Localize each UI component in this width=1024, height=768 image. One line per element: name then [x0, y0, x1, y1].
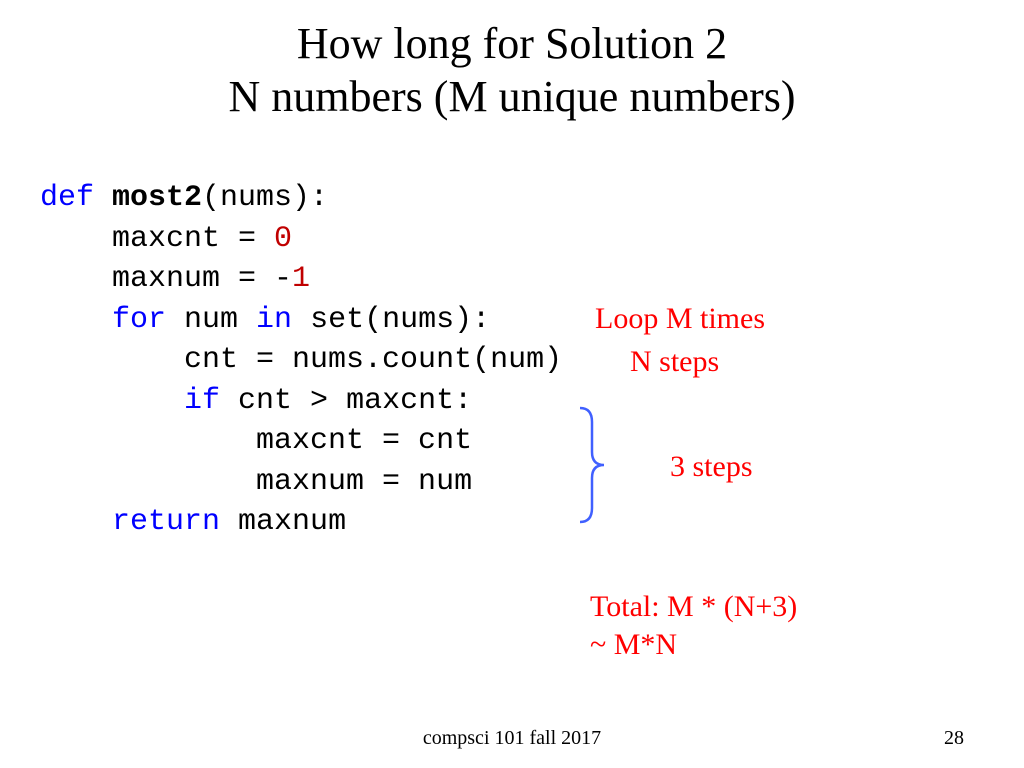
function-name: most2	[112, 181, 202, 215]
annotation-loop: Loop M times	[595, 302, 765, 336]
keyword-in: in	[256, 303, 292, 337]
indent	[40, 303, 112, 337]
code-line-7: maxcnt = cnt	[40, 424, 472, 458]
keyword-def: def	[40, 181, 112, 215]
code-line-3a: maxnum = -	[40, 262, 292, 296]
code-line-9b: maxnum	[220, 505, 346, 539]
code-line-4b: num	[166, 303, 256, 337]
code-line-8: maxnum = num	[40, 465, 472, 499]
code-line-2a: maxcnt =	[40, 222, 274, 256]
page-number: 28	[944, 727, 964, 750]
keyword-return: return	[112, 505, 220, 539]
annotation-3steps: 3 steps	[670, 450, 753, 484]
footer-course: compsci 101 fall 2017	[0, 727, 1024, 750]
code-line-4c: set(nums):	[292, 303, 490, 337]
indent-2	[40, 384, 184, 418]
indent-3	[40, 505, 112, 539]
literal-zero: 0	[274, 222, 292, 256]
title-line-1: How long for Solution 2	[0, 18, 1024, 71]
title-line-2: N numbers (M unique numbers)	[0, 71, 1024, 124]
annotation-nsteps: N steps	[630, 345, 719, 379]
literal-one: 1	[292, 262, 310, 296]
code-line-5: cnt = nums.count(num)	[40, 343, 562, 377]
code-block: def most2(nums): maxcnt = 0 maxnum = -1 …	[40, 178, 562, 543]
signature: (nums):	[202, 181, 328, 215]
code-line-6b: cnt > maxcnt:	[220, 384, 472, 418]
bracket-icon	[570, 400, 610, 530]
keyword-if: if	[184, 384, 220, 418]
keyword-for: for	[112, 303, 166, 337]
annotation-total-1: Total: M * (N+3)	[590, 590, 797, 624]
slide-title: How long for Solution 2 N numbers (M uni…	[0, 0, 1024, 124]
annotation-total-2: ~ M*N	[590, 628, 677, 662]
